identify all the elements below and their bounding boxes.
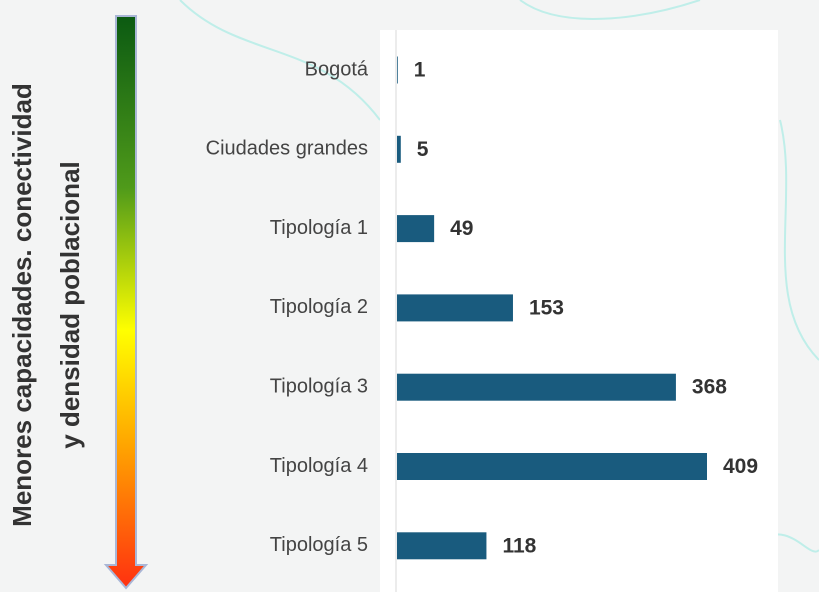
bar (397, 135, 401, 163)
value-label: 368 (692, 376, 727, 399)
category-label: Tipología 4 (270, 455, 368, 477)
value-label: 118 (502, 534, 536, 557)
side-label: y densidad poblacional (55, 161, 85, 449)
value-label: 5 (417, 138, 429, 161)
category-label: Tipología 5 (270, 534, 368, 556)
category-label: Tipología 2 (270, 296, 368, 318)
value-label: 409 (723, 455, 758, 478)
value-label: 49 (450, 217, 473, 240)
value-label: 153 (529, 296, 564, 319)
bar (397, 373, 676, 401)
category-label: Tipología 1 (270, 217, 368, 239)
category-label: Ciudades grandes (206, 138, 368, 160)
category-label: Tipología 3 (270, 375, 368, 397)
bar (397, 56, 398, 84)
bar (397, 532, 487, 560)
gradient-arrow (103, 15, 149, 590)
side-label: Menores capacidades. conectividad (7, 83, 37, 527)
bar (397, 453, 707, 480)
value-label: 1 (414, 59, 426, 82)
bar (397, 294, 513, 322)
bar (397, 215, 435, 243)
category-label: Bogotá (305, 58, 369, 80)
